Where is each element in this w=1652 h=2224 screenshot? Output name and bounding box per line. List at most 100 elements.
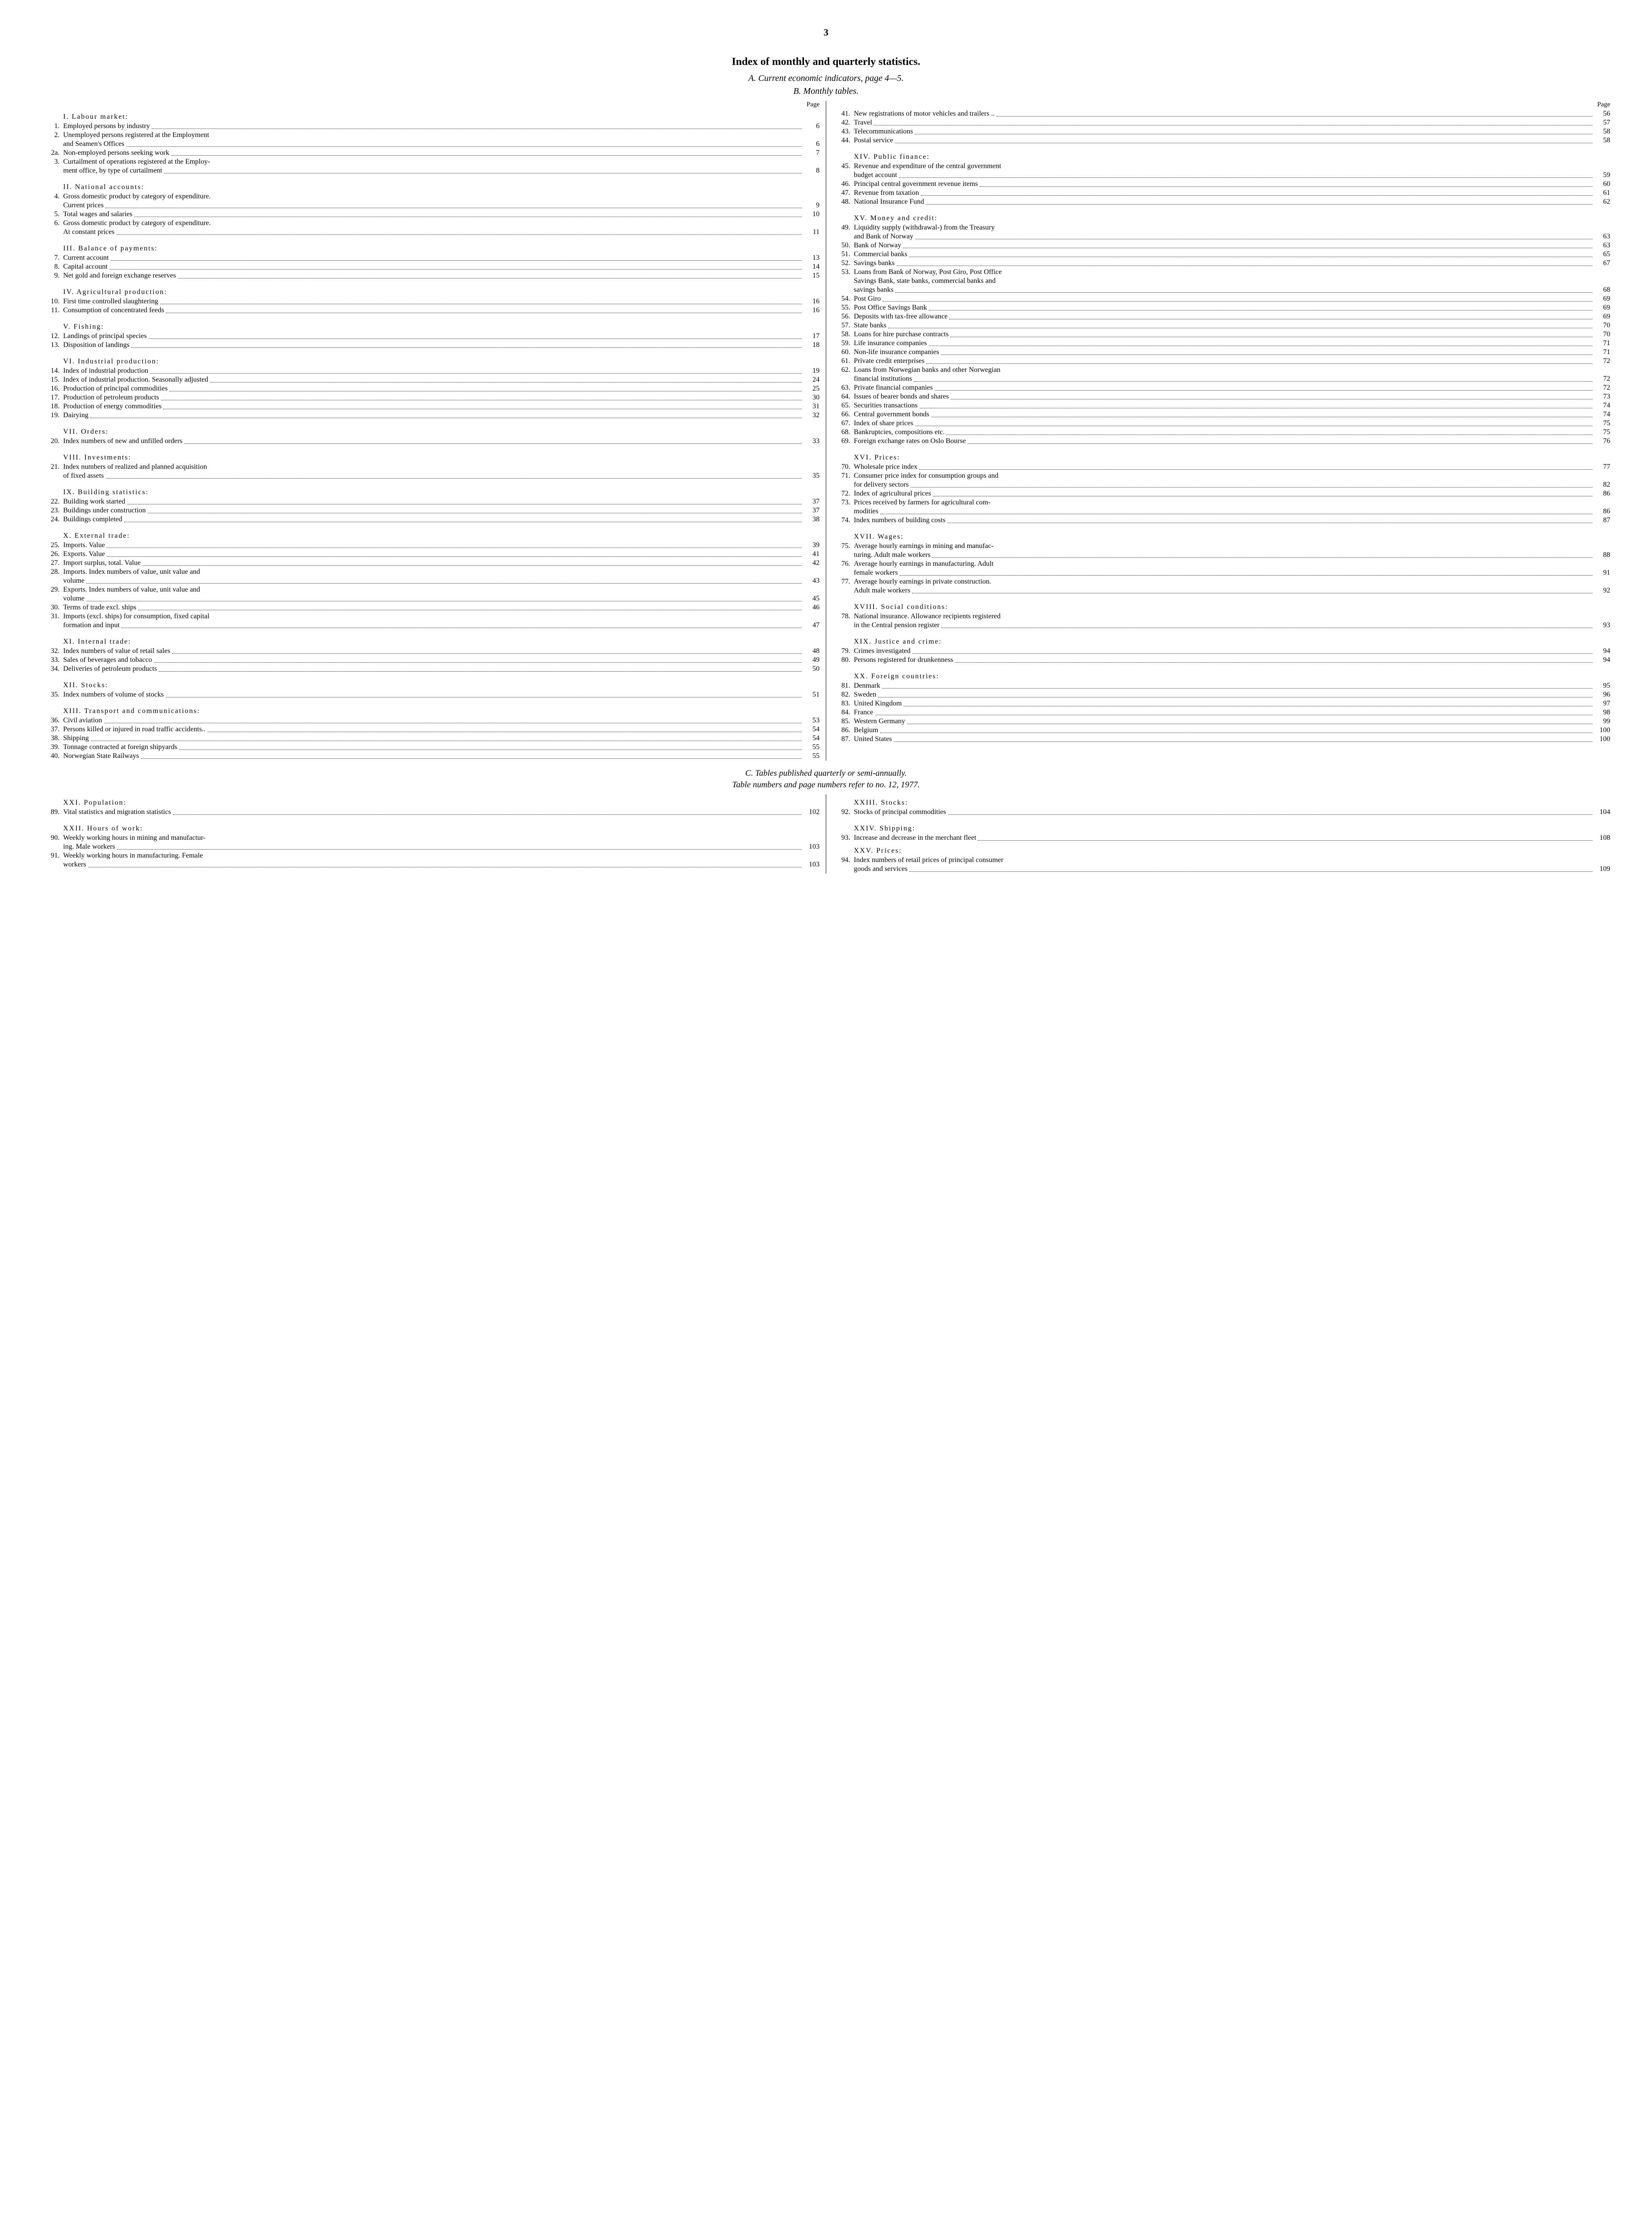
leader-dots <box>126 146 802 147</box>
entry-label: Index of agricultural prices <box>854 489 931 498</box>
entry-label: France <box>854 708 873 717</box>
entry-label: in the Central pension register <box>854 621 940 630</box>
entry-label: Sweden <box>854 690 876 699</box>
entry-page: 93 <box>1594 621 1610 630</box>
entry-page: 16 <box>804 306 820 315</box>
entry-page: 10 <box>804 210 820 219</box>
leader-dots <box>919 469 1592 470</box>
section-gap <box>832 630 1610 633</box>
entry-label: Loans for hire purchase contracts <box>854 330 949 339</box>
entry-label: financial institutions <box>854 375 912 383</box>
entry-label: Production of principal commodities <box>63 384 168 393</box>
index-entry: 63.Private financial companies72 <box>832 383 1610 392</box>
entry-number: 46. <box>832 180 854 189</box>
entry-label: modities <box>854 507 878 516</box>
section-title: XIII. Transport and communications: <box>63 707 820 715</box>
section-gap <box>832 446 1610 449</box>
index-entry: 50.Bank of Norway63 <box>832 241 1610 250</box>
entry-number: 29. <box>42 585 63 594</box>
entry-label: Telecommunications <box>854 127 913 136</box>
index-entry: 74.Index numbers of building costs87 <box>832 516 1610 525</box>
entry-label: Securities transactions <box>854 401 918 410</box>
entry-number: 47. <box>832 189 854 197</box>
entry-number: 45. <box>832 162 854 171</box>
entry-page: 35 <box>804 471 820 480</box>
leader-dots <box>117 849 802 850</box>
entry-number: 17. <box>42 393 63 402</box>
entry-page: 17 <box>804 332 820 341</box>
entry-number: 40. <box>42 752 63 761</box>
leader-dots <box>149 338 802 339</box>
entry-number: 49. <box>832 223 854 232</box>
entry-label: volume <box>63 576 84 585</box>
index-entry: 9.Net gold and foreign exchange reserves… <box>42 271 820 280</box>
entry-label: Index of industrial production <box>63 367 149 375</box>
section-title: I. Labour market: <box>63 113 820 121</box>
section-title: XXV. Prices: <box>854 847 1610 855</box>
leader-dots <box>909 871 1592 872</box>
entry-number: 67. <box>832 419 854 428</box>
leader-dots <box>131 347 802 348</box>
entry-label: At constant prices <box>63 228 115 237</box>
index-entry: 59.Life insurance companies71 <box>832 339 1610 348</box>
entry-page: 30 <box>804 393 820 402</box>
entry-number: 18. <box>42 402 63 411</box>
entry-number: 89. <box>42 808 63 817</box>
index-entry: 67.Index of share prices75 <box>832 419 1610 428</box>
entry-number: 79. <box>832 647 854 656</box>
entry-label: and Seamen's Offices <box>63 140 125 149</box>
index-entry: 62.Loans from Norwegian banks and other … <box>832 366 1610 383</box>
entry-number: 12. <box>42 332 63 341</box>
entry-label-line: National insurance. Allowance recipients… <box>854 612 1610 621</box>
section-gap <box>42 817 820 820</box>
index-entry: 5.Total wages and salaries10 <box>42 210 820 219</box>
index-entry: 60.Non-life insurance companies71 <box>832 348 1610 357</box>
index-entry: 56.Deposits with tax-free allowance69 <box>832 312 1610 321</box>
entry-number: 26. <box>42 550 63 559</box>
entry-label: Sales of beverages and tobacco <box>63 656 152 665</box>
entry-page: 67 <box>1594 259 1610 268</box>
entry-number: 75. <box>832 542 854 551</box>
entry-page: 61 <box>1594 189 1610 197</box>
section-title: XV. Money and credit: <box>854 214 1610 222</box>
entry-page: 31 <box>804 402 820 411</box>
entry-page: 53 <box>804 716 820 725</box>
index-entry: 66.Central government bonds74 <box>832 410 1610 419</box>
page-label-left: Page <box>42 101 820 109</box>
entry-number: 93. <box>832 834 854 842</box>
entry-number: 68. <box>832 428 854 437</box>
index-entry: 89.Vital statistics and migration statis… <box>42 808 820 817</box>
entry-number: 54. <box>832 294 854 303</box>
index-entry: 3.Curtailment of operations registered a… <box>42 157 820 175</box>
index-entry: 2.Unemployed persons registered at the E… <box>42 131 820 149</box>
index-entry: 36.Civil aviation53 <box>42 716 820 725</box>
entry-number: 27. <box>42 559 63 568</box>
entry-number: 42. <box>832 118 854 127</box>
entry-number: 2a. <box>42 149 63 157</box>
index-entry: 47.Revenue from taxation61 <box>832 189 1610 197</box>
index-entry: 61.Private credit enterprises72 <box>832 357 1610 366</box>
leader-dots <box>921 195 1592 196</box>
entry-page: 8 <box>804 166 820 175</box>
entry-number: 71. <box>832 471 854 480</box>
entry-number: 85. <box>832 717 854 726</box>
index-entry: 27.Import surplus, total. Value42 <box>42 559 820 568</box>
entry-number: 64. <box>832 392 854 401</box>
entry-label: Savings banks <box>854 259 895 268</box>
entry-label: New registrations of motor vehicles and … <box>854 109 995 118</box>
entry-number: 14. <box>42 367 63 375</box>
entry-page: 45 <box>804 594 820 603</box>
index-entry: 82.Sweden96 <box>832 690 1610 699</box>
entry-page: 104 <box>1594 808 1610 817</box>
section-title: IX. Building statistics: <box>63 488 820 496</box>
entry-number: 55. <box>832 303 854 312</box>
entry-label: ing. Male workers <box>63 842 115 851</box>
leader-dots <box>932 557 1592 558</box>
leader-dots <box>86 583 802 584</box>
index-entry: 86.Belgium100 <box>832 726 1610 735</box>
entry-page: 103 <box>804 842 820 851</box>
entry-number: 41. <box>832 109 854 118</box>
entry-label: Net gold and foreign exchange reserves <box>63 271 176 280</box>
entry-label-line: Exports. Index numbers of value, unit va… <box>63 585 820 594</box>
entry-number: 44. <box>832 136 854 145</box>
